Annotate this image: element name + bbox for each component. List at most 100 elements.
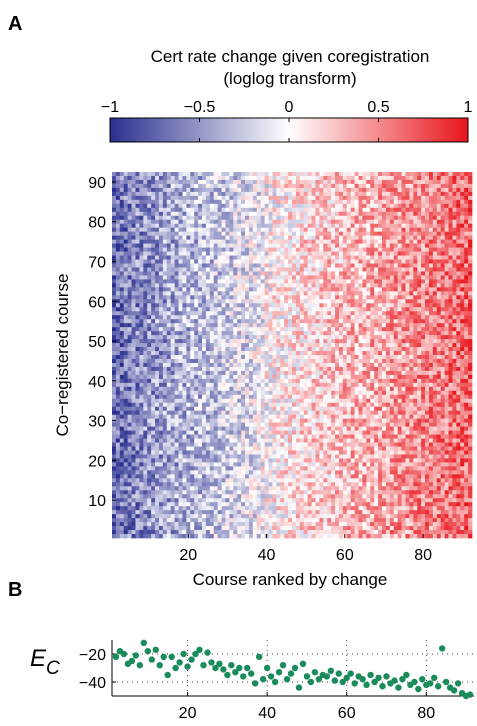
- heatmap-cell: [174, 255, 179, 260]
- heatmap-cell: [127, 267, 132, 272]
- heatmap-cell: [221, 299, 226, 304]
- heatmap-cell: [182, 243, 187, 248]
- heatmap-cell: [342, 331, 348, 336]
- heatmap-cell: [260, 299, 265, 304]
- heatmap-cell: [288, 307, 293, 312]
- heatmap-cell: [123, 199, 128, 205]
- heatmap-cell: [354, 227, 359, 233]
- heatmap-cell: [127, 211, 132, 217]
- heatmap-cell: [178, 291, 183, 296]
- heatmap-cell: [346, 175, 352, 181]
- heatmap-cell: [139, 299, 144, 304]
- heatmap-cell: [202, 307, 207, 312]
- heatmap-cell: [401, 243, 406, 248]
- heatmap-cell: [115, 275, 121, 280]
- heatmap-cell: [421, 179, 426, 185]
- heatmap-cell: [335, 339, 340, 344]
- heatmap-cell: [374, 191, 379, 197]
- heatmap-cell: [378, 235, 383, 240]
- heatmap-cell: [432, 235, 438, 240]
- heatmap-cell: [292, 362, 297, 368]
- heatmap-cell: [264, 351, 269, 356]
- heatmap-cell: [186, 183, 191, 189]
- heatmap-cell: [378, 231, 383, 236]
- heatmap-cell: [151, 199, 156, 205]
- heatmap-cell: [166, 339, 172, 344]
- heatmap-cell: [260, 199, 265, 205]
- heatmap-cell: [350, 307, 355, 312]
- heatmap-cell: [248, 187, 254, 193]
- heatmap-cell: [401, 231, 406, 236]
- heatmap-cell: [382, 243, 387, 248]
- heatmap-cell: [436, 275, 442, 280]
- heatmap-cell: [209, 195, 215, 201]
- heatmap-cell: [440, 303, 445, 308]
- heatmap-cell: [436, 366, 442, 372]
- heatmap-cell: [127, 351, 132, 356]
- heatmap-cell: [323, 279, 328, 284]
- heatmap-cell: [264, 279, 269, 284]
- heatmap-cell: [335, 370, 340, 376]
- heatmap-cell: [374, 235, 379, 240]
- heatmap-cell: [327, 271, 332, 276]
- heatmap-cell: [331, 295, 336, 300]
- heatmap-cell: [131, 255, 136, 260]
- heatmap-cell: [382, 275, 387, 280]
- heatmap-cell: [241, 279, 246, 284]
- heatmap-cell: [346, 358, 352, 364]
- heatmap-cell: [237, 279, 242, 284]
- heatmap-cell: [319, 239, 324, 244]
- heatmap-cell: [131, 303, 136, 308]
- heatmap-cell: [397, 351, 402, 356]
- heatmap-cell: [421, 199, 426, 205]
- heatmap-cell: [248, 207, 254, 213]
- heatmap-cell: [245, 378, 250, 384]
- heatmap-cell: [448, 243, 453, 248]
- heatmap-cell: [413, 255, 418, 260]
- heatmap-cell: [198, 203, 203, 209]
- heatmap-cell: [233, 366, 238, 372]
- heatmap-cell: [213, 315, 218, 320]
- heatmap-cell: [225, 382, 230, 388]
- heatmap-cell: [217, 231, 222, 236]
- heatmap-cell: [205, 259, 211, 264]
- heatmap-cell: [139, 374, 144, 380]
- heatmap-cell: [229, 327, 234, 332]
- heatmap-cell: [295, 235, 301, 240]
- heatmap-cell: [405, 331, 410, 336]
- heatmap-cell: [354, 251, 359, 256]
- heatmap-cell: [158, 382, 164, 388]
- heatmap-cell: [127, 207, 132, 213]
- heatmap-cell: [338, 255, 344, 260]
- heatmap-cell: [248, 319, 254, 324]
- heatmap-cell: [405, 378, 410, 384]
- heatmap-cell: [252, 275, 258, 280]
- heatmap-cell: [147, 223, 152, 229]
- heatmap-cell: [448, 227, 453, 233]
- heatmap-cell: [241, 175, 246, 181]
- heatmap-cell: [162, 179, 168, 185]
- heatmap-cell: [432, 291, 438, 296]
- heatmap-cell: [202, 319, 207, 324]
- heatmap-cell: [143, 287, 148, 292]
- panel-a-label: A: [8, 13, 22, 35]
- heatmap-cell: [401, 215, 406, 221]
- heatmap-cell: [413, 275, 418, 280]
- heatmap-cell: [166, 199, 172, 205]
- heatmap-cell: [272, 195, 277, 201]
- heatmap-cell: [166, 335, 172, 340]
- heatmap-cell: [327, 378, 332, 384]
- heatmap-cell: [194, 311, 199, 316]
- heatmap-cell: [397, 319, 402, 324]
- heatmap-cell: [166, 207, 172, 213]
- heatmap-cell: [209, 247, 215, 252]
- heatmap-cell: [342, 255, 348, 260]
- heatmap-cell: [331, 227, 336, 233]
- heatmap-cell: [209, 219, 215, 225]
- heatmap-cell: [131, 311, 136, 316]
- heatmap-cell: [190, 283, 195, 288]
- heatmap-cell: [272, 374, 277, 380]
- heatmap-cell: [119, 183, 125, 189]
- heatmap-cell: [256, 243, 262, 248]
